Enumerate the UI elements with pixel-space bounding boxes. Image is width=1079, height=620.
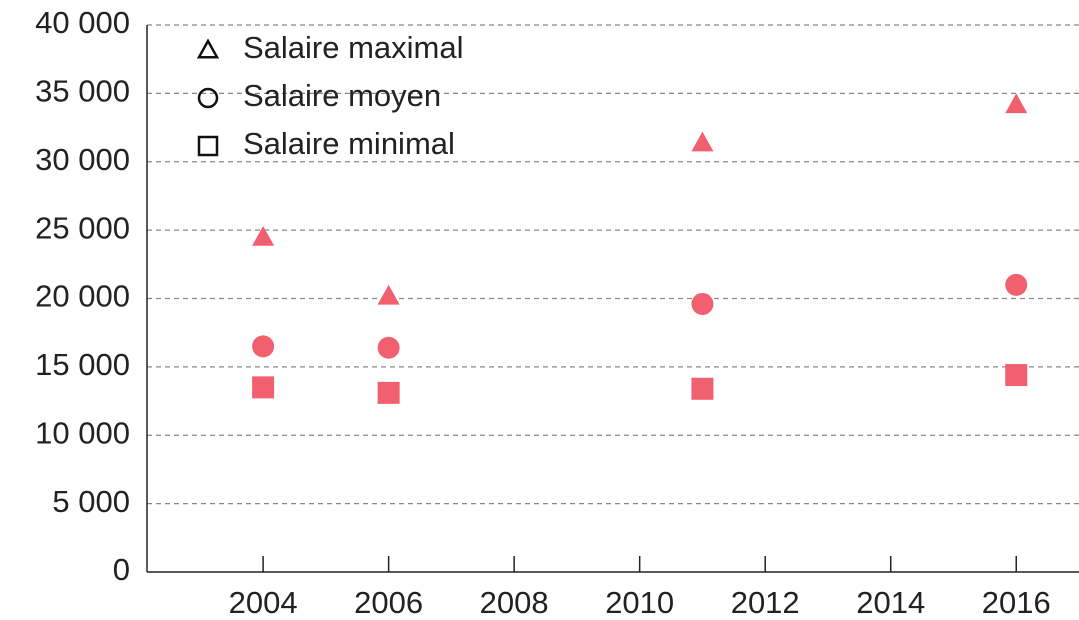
y-tick-label: 40 000 — [35, 5, 130, 40]
legend-marker — [197, 87, 219, 109]
y-tick-label: 15 000 — [35, 347, 130, 382]
y-tick-label: 10 000 — [35, 415, 130, 450]
point — [252, 335, 275, 358]
y-tick-label: 0 — [113, 552, 130, 587]
x-tick-label: 2014 — [856, 585, 925, 620]
x-tick-label: 2010 — [605, 585, 674, 620]
y-tick-label: 30 000 — [35, 142, 130, 177]
legend-marker — [197, 135, 219, 157]
x-tick-label: 2008 — [480, 585, 549, 620]
point — [377, 336, 400, 359]
y-tick-label: 5 000 — [52, 484, 130, 519]
x-tick-label: 2004 — [229, 585, 298, 620]
point — [1005, 273, 1028, 296]
y-tick-label: 35 000 — [35, 74, 130, 109]
point — [377, 284, 400, 305]
x-tick-label: 2012 — [731, 585, 800, 620]
legend-label: Salaire minimal — [243, 126, 455, 161]
x-tick-label: 2016 — [982, 585, 1051, 620]
point — [1005, 93, 1028, 114]
point — [691, 292, 714, 315]
legend-label: Salaire maximal — [243, 30, 464, 65]
x-tick-label: 2006 — [354, 585, 423, 620]
point — [252, 225, 275, 246]
legend-marker — [196, 38, 220, 59]
point — [691, 131, 714, 152]
point — [377, 381, 400, 404]
point — [1005, 364, 1028, 387]
legend-label: Salaire moyen — [243, 78, 441, 113]
y-tick-label: 25 000 — [35, 210, 130, 245]
point — [691, 377, 714, 400]
point — [252, 376, 275, 399]
y-tick-label: 20 000 — [35, 279, 130, 314]
